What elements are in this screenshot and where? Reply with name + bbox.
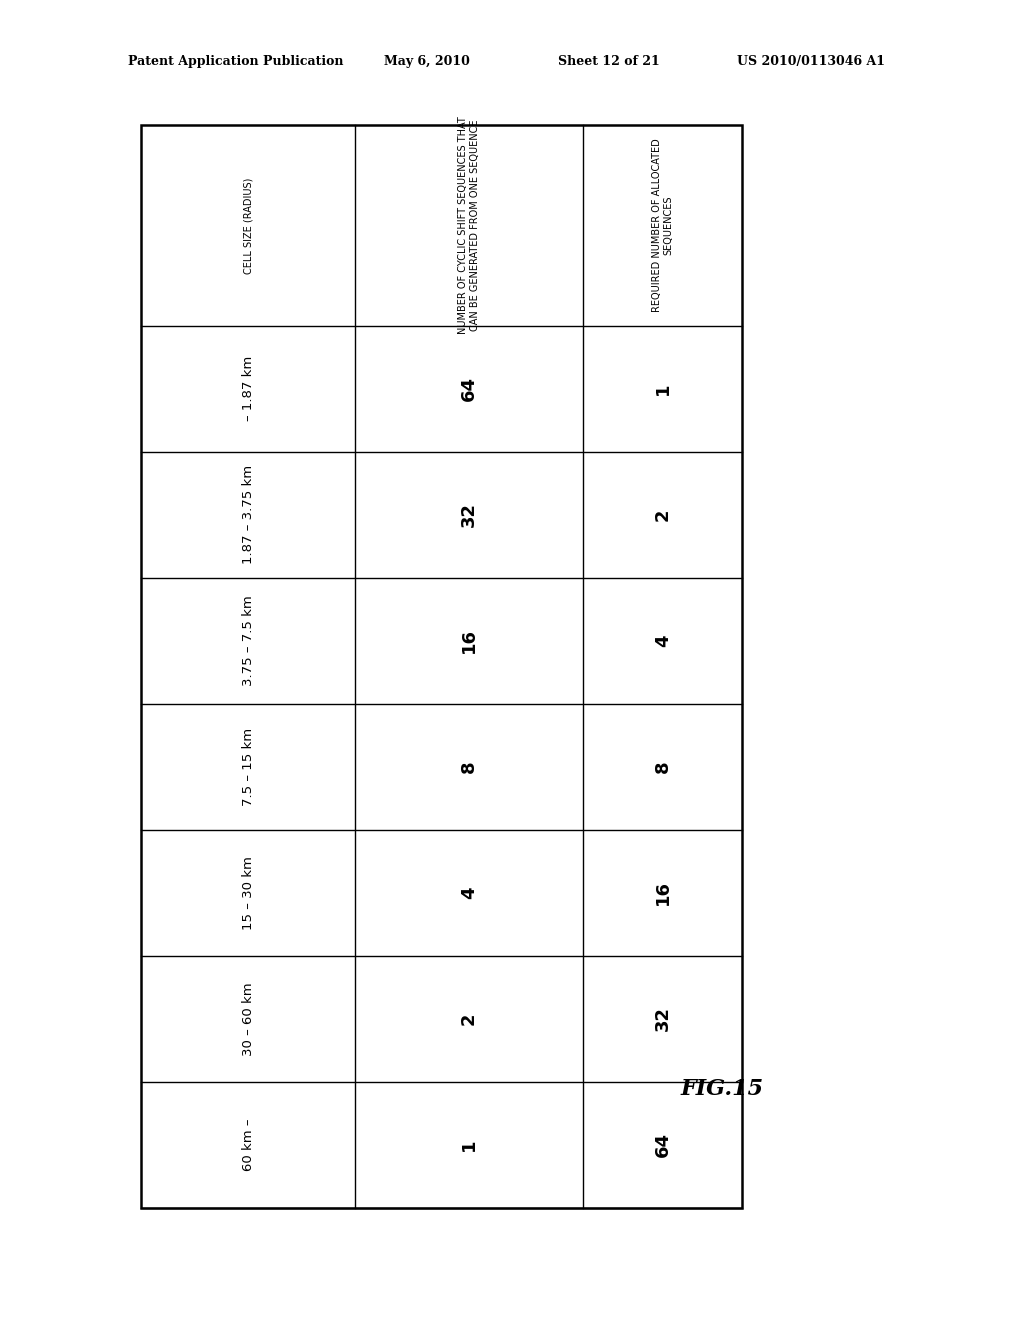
Text: 16: 16 [460, 628, 478, 653]
Text: 2: 2 [653, 508, 672, 521]
Text: – 1.87 km: – 1.87 km [242, 356, 255, 421]
Text: REQUIRED NUMBER OF ALLOCATED
SEQUENCES: REQUIRED NUMBER OF ALLOCATED SEQUENCES [652, 139, 674, 313]
Text: 4: 4 [653, 635, 672, 647]
Text: FIG.15: FIG.15 [681, 1078, 764, 1100]
Text: 30 – 60 km: 30 – 60 km [242, 982, 255, 1056]
Text: 3.75 – 7.5 km: 3.75 – 7.5 km [242, 595, 255, 686]
Text: Sheet 12 of 21: Sheet 12 of 21 [558, 55, 659, 69]
Text: US 2010/0113046 A1: US 2010/0113046 A1 [737, 55, 886, 69]
Text: Patent Application Publication: Patent Application Publication [128, 55, 343, 69]
Text: 1: 1 [653, 383, 672, 395]
Text: 8: 8 [460, 760, 478, 774]
Text: 32: 32 [460, 502, 478, 527]
Text: 64: 64 [460, 376, 478, 401]
Text: 16: 16 [653, 880, 672, 906]
Text: 32: 32 [653, 1006, 672, 1031]
Text: 7.5 – 15 km: 7.5 – 15 km [242, 727, 255, 805]
Bar [141, 125, 742, 1208]
Text: 15 – 30 km: 15 – 30 km [242, 855, 255, 929]
Text: 2: 2 [460, 1012, 478, 1026]
Text: 60 km –: 60 km – [242, 1118, 255, 1171]
Text: 1.87 – 3.75 km: 1.87 – 3.75 km [242, 465, 255, 564]
Text: CELL SIZE (RADIUS): CELL SIZE (RADIUS) [243, 177, 253, 273]
Text: 8: 8 [653, 760, 672, 774]
Text: 4: 4 [460, 887, 478, 899]
Text: May 6, 2010: May 6, 2010 [384, 55, 470, 69]
Text: NUMBER OF CYCLIC SHIFT SEQUENCES THAT
CAN BE GENERATED FROM ONE SEQUENCE: NUMBER OF CYCLIC SHIFT SEQUENCES THAT CA… [458, 116, 479, 334]
Text: 1: 1 [460, 1139, 478, 1151]
Text: 64: 64 [653, 1133, 672, 1158]
